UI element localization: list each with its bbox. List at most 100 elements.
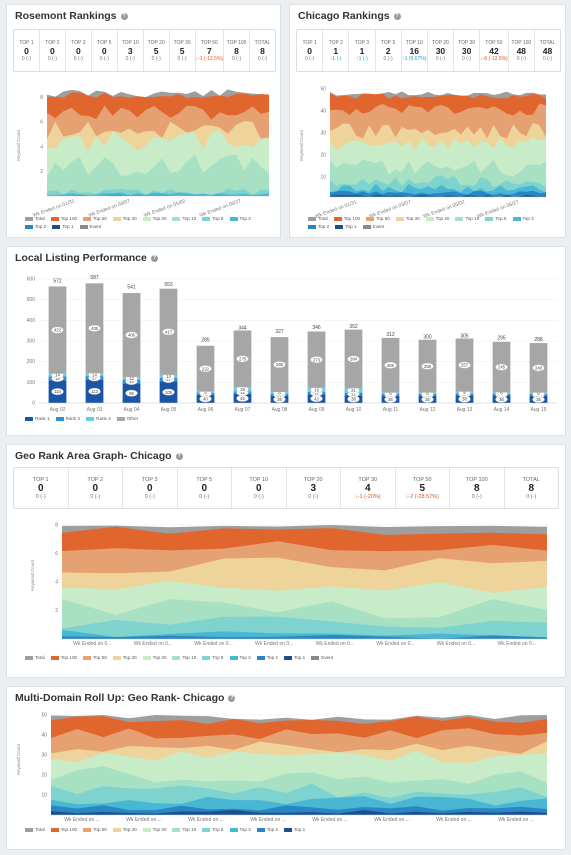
legend-item-top-30[interactable]: Top 30 [112, 827, 137, 832]
bar-value-label: 273 [313, 357, 321, 362]
legend-item-total[interactable]: Total [25, 655, 45, 660]
stat-change-text: 0 (-) [305, 55, 315, 62]
arrow-up-icon: ↑ [329, 55, 333, 62]
stat-total: TOTAL 8 0 (-) [505, 468, 559, 508]
legend-item-top-20[interactable]: Top 20 [142, 827, 166, 832]
info-icon[interactable]: ? [393, 12, 401, 20]
legend-item-top-2[interactable]: Top 2 [25, 224, 46, 229]
legend-item-top-5[interactable]: Top 5 [202, 655, 224, 660]
legend-item-rank-3[interactable]: Rank 3 [86, 416, 111, 421]
legend-item-top-50[interactable]: Top 50 [83, 216, 107, 221]
legend-item-top-20[interactable]: Top 20 [425, 216, 449, 221]
stat-label: TOP 3 [141, 476, 158, 483]
legend-item-top-1[interactable]: Top 1 [335, 224, 357, 229]
legend-item-top-3[interactable]: Top 3 [229, 655, 251, 660]
legend-item-top-100[interactable]: Top 100 [50, 655, 77, 660]
legend-label: Top 100 [343, 216, 361, 221]
legend-label: Total [35, 827, 45, 832]
bar-value-label: 240 [535, 365, 543, 370]
legend-item-top-10[interactable]: Top 10 [172, 655, 196, 660]
stat-label: TOP 10 [249, 476, 269, 483]
legend-item-top-1[interactable]: Top 1 [52, 224, 74, 229]
legend-item-top-100[interactable]: Top 100 [333, 216, 361, 221]
info-icon[interactable]: ? [175, 452, 183, 460]
legend-item-event[interactable]: Event [362, 224, 384, 229]
stat-change-text: 0 (-) [177, 55, 187, 62]
area-top-2 [62, 635, 547, 639]
legend-item-top-50[interactable]: Top 50 [83, 827, 107, 832]
legend-item-top-5[interactable]: Top 5 [202, 216, 224, 221]
legend-item-top-3[interactable]: Top 3 [512, 216, 534, 221]
bar-value-label: 40 [203, 396, 208, 401]
stat-change: 0 (-) [40, 56, 65, 62]
geo-area-chart[interactable]: 8 6 4 2 Wk Ended on 0... Wk Ended on 0... Wk E… [7, 513, 567, 653]
legend-item-top-100[interactable]: Top 100 [50, 216, 77, 221]
legend-item-total[interactable]: Total [308, 216, 328, 221]
legend-item-top-2[interactable]: Top 2 [308, 224, 329, 229]
legend-swatch [284, 655, 292, 660]
info-icon[interactable]: ? [228, 694, 236, 702]
stat-value: 1 [359, 45, 365, 56]
legend-item-top-50[interactable]: Top 50 [366, 216, 390, 221]
info-icon[interactable]: ? [150, 254, 158, 262]
legend-item-top-3[interactable]: Top 3 [229, 216, 251, 221]
y-tick-label: 10 [41, 793, 47, 799]
multi-title-text: Multi-Domain Roll Up: Geo Rank- Chicago [15, 692, 225, 704]
legend-item-rank-2[interactable]: Rank 2 [55, 416, 80, 421]
legend-item-total[interactable]: Total [25, 216, 45, 221]
legend-item-top-30[interactable]: Top 30 [112, 216, 137, 221]
legend-item-top-30[interactable]: Top 30 [395, 216, 420, 221]
legend-item-other[interactable]: Other [116, 416, 138, 421]
multi-area-chart[interactable]: 50 40 30 20 10 Wk Ended on ... Wk Ended on ...… [7, 705, 567, 827]
legend-item-top-1[interactable]: Top 1 [284, 655, 305, 660]
stat-value: 1 [333, 45, 339, 56]
y-tick-label: 500 [27, 297, 36, 303]
legend-item-top-10[interactable]: Top 10 [172, 827, 196, 832]
legend-swatch [512, 216, 521, 221]
legend-item-top-100[interactable]: Top 100 [50, 827, 77, 832]
legend-label: Top 1 [294, 827, 306, 832]
legend-swatch [202, 216, 211, 221]
stat-value: 5 [179, 45, 185, 56]
legend-item-event[interactable]: Event [79, 224, 101, 229]
legend-item-total[interactable]: Total [25, 827, 45, 832]
bar-value-label: 6 [537, 391, 540, 396]
stat-top-20: TOP 20 30 0 (-) [428, 30, 455, 71]
stat-value: 5 [153, 45, 159, 56]
legend-item-top-3[interactable]: Top 3 [229, 827, 251, 832]
stat-change-text: 0 (-) [462, 55, 472, 62]
legend-item-top-50[interactable]: Top 50 [83, 655, 107, 660]
legend-item-top-10[interactable]: Top 10 [455, 216, 479, 221]
legend-item-top-10[interactable]: Top 10 [172, 216, 196, 221]
legend-item-top-5[interactable]: Top 5 [485, 216, 507, 221]
geo-legend: Total Top 100 Top 50 Top 30 Top 20 Top 10 Top … [25, 655, 425, 663]
legend-swatch [112, 827, 121, 832]
legend-item-top-2[interactable]: Top 2 [256, 827, 278, 832]
legend-item-top-20[interactable]: Top 20 [142, 216, 166, 221]
stat-value: 5 [419, 482, 426, 494]
stat-change-text: 0 (-) [125, 55, 135, 62]
legend-item-top-1[interactable]: Top 1 [284, 827, 305, 832]
stat-value: 0 [307, 45, 312, 56]
info-icon[interactable]: ? [120, 12, 128, 20]
x-tick-label: Aug 05 [161, 407, 177, 413]
legend-item-rank-1[interactable]: Rank 1 [25, 416, 50, 421]
legend-item-event[interactable]: Event [311, 655, 333, 660]
stat-change: ↓-6 (-12.5%) [480, 56, 508, 62]
x-tick-label: Aug 11 [383, 407, 399, 413]
y-tick-label: 20 [320, 153, 326, 159]
legend-item-top-2[interactable]: Top 2 [256, 655, 278, 660]
stat-label: TOP 100 [226, 39, 247, 46]
legend-item-top-30[interactable]: Top 30 [112, 655, 137, 660]
stat-value: 0 [146, 482, 153, 494]
legend-swatch [112, 655, 121, 660]
legend-item-top-5[interactable]: Top 5 [202, 827, 224, 832]
legend-item-top-20[interactable]: Top 20 [142, 655, 166, 660]
legend-label: Top 2 [266, 655, 278, 660]
legend-swatch [25, 224, 33, 229]
